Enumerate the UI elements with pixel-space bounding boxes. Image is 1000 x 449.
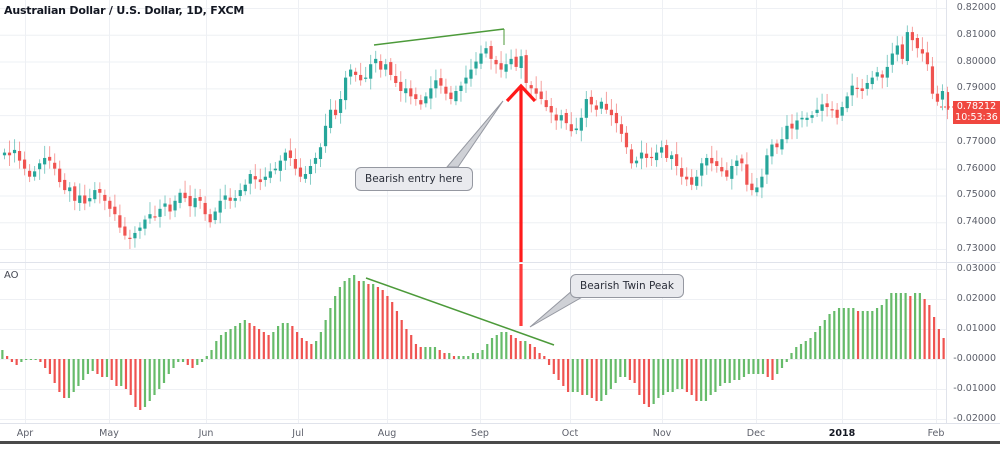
ao-histogram: [1, 275, 945, 410]
price-scale-label: 0.75000: [956, 189, 996, 201]
bottom-border: [0, 441, 1000, 444]
bar-countdown: 10:53:36: [955, 112, 998, 123]
callout-bearish-entry-text: Bearish entry here: [365, 173, 463, 185]
price-scale-label: 0.82000: [956, 2, 996, 13]
ao-scale-label: -0.02000: [953, 413, 996, 424]
time-scale-label: Dec: [746, 428, 766, 439]
ao-scale-label: 0.01000: [956, 323, 996, 334]
price-scale-label: 0.73000: [956, 243, 996, 254]
time-scale-label: Oct: [561, 428, 579, 439]
ao-scale-label: -0.01000: [953, 383, 996, 394]
time-scale-label: Apr: [16, 428, 34, 439]
time-scale-label: Feb: [927, 428, 945, 439]
ao-scale-label: -0.00000: [953, 353, 996, 364]
gridlines: [0, 0, 946, 423]
callout-bearish-entry[interactable]: Bearish entry here: [355, 167, 473, 191]
symbol-title: Australian Dollar / U.S. Dollar, 1D, FXC…: [4, 4, 245, 17]
price-scale-label: 0.74000: [956, 216, 996, 228]
time-scale-label: May: [99, 428, 119, 439]
time-scale-label: Nov: [652, 428, 672, 439]
time-scale-label: Sep: [471, 428, 489, 439]
price-scale-label: 0.77000: [956, 135, 996, 147]
price-scale-label: 0.81000: [956, 28, 996, 40]
price-scale-label: 0.80000: [956, 55, 996, 67]
price-scale-label: 0.79000: [956, 82, 996, 94]
ao-scale-label: 0.02000: [956, 293, 996, 304]
time-scale-label: Jun: [198, 428, 214, 439]
time-scale-label: 2018: [828, 428, 856, 439]
price-scale-label: 0.76000: [956, 162, 996, 174]
ao-indicator-label[interactable]: AO: [4, 270, 19, 281]
callout-bearish-twin-peak[interactable]: Bearish Twin Peak: [570, 274, 684, 298]
ao-scale-label: 0.03000: [956, 263, 996, 274]
current-price: 0.78212: [956, 101, 997, 112]
time-scale-label: Aug: [377, 428, 397, 439]
current-price-tag: 0.78212 10:53:36: [953, 101, 1000, 124]
time-scale-label: Jul: [292, 428, 304, 439]
callout-bearish-twin-peak-text: Bearish Twin Peak: [580, 280, 674, 292]
drawings-layer: [365, 28, 953, 346]
price-candles: [2, 25, 950, 249]
